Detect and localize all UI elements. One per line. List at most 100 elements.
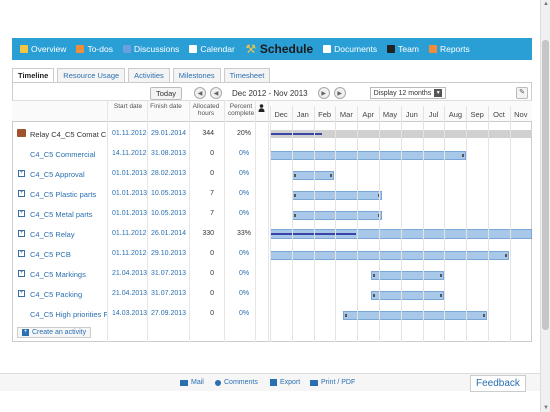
table-row[interactable]: + C4_C5 Plastic parts 01.01.2013 10.05.2013… bbox=[12, 184, 532, 204]
nav-item-team[interactable]: Team bbox=[387, 44, 419, 54]
export-link[interactable]: Export bbox=[270, 379, 300, 386]
task-bar[interactable] bbox=[370, 271, 444, 280]
table-row[interactable]: + C4_C5 PCB 01.11.2012 29.10.2013 0 0% bbox=[12, 244, 532, 264]
print-pdf-link[interactable]: Print / PDF bbox=[310, 379, 355, 386]
table-row[interactable]: C4_C5 Commercial 14.11.2012 31.08.2013 0 0% bbox=[12, 144, 532, 164]
next-range-button[interactable]: ▶ bbox=[333, 87, 346, 99]
settings-tool-icon[interactable]: ✎ bbox=[516, 87, 528, 99]
prev-month-button[interactable]: ◀ bbox=[210, 87, 223, 99]
start-date-header[interactable]: Start date bbox=[113, 103, 143, 110]
scroll-up-icon[interactable]: ▲ bbox=[543, 1, 549, 7]
table-row[interactable]: + C4_C5 Metal parts 01.01.2013 10.05.2013 7 0… bbox=[12, 204, 532, 224]
tab-timeline[interactable]: Timeline bbox=[12, 68, 55, 82]
next-month-button[interactable]: ▶ bbox=[317, 87, 330, 99]
documents-icon bbox=[323, 45, 332, 53]
expand-icon[interactable]: + bbox=[18, 230, 25, 237]
task-bar[interactable] bbox=[292, 211, 383, 220]
bar-start-marker bbox=[345, 314, 348, 317]
scrollbar-thumb[interactable] bbox=[542, 40, 549, 330]
activity-name[interactable]: C4_C5 Relay bbox=[30, 230, 75, 239]
month-label: Nov bbox=[514, 110, 528, 119]
bar-start-marker bbox=[294, 174, 297, 177]
activity-name[interactable]: C4_C5 High priorities F bbox=[30, 310, 108, 319]
reports-icon bbox=[428, 45, 437, 53]
finish-date-cell: 31.07.2013 bbox=[151, 270, 187, 277]
finish-date-cell: 26.01.2014 bbox=[151, 230, 187, 237]
month-label: Jun bbox=[405, 110, 418, 119]
table-row[interactable]: Relay C4_C5 Comat C 01.11.2012 29.01.2014 3… bbox=[12, 124, 532, 144]
table-row[interactable]: C4_C5 High priorities F 14.03.2013 27.09.2… bbox=[12, 304, 532, 324]
nav-item-overview[interactable]: Overview bbox=[20, 44, 66, 54]
finish-date-cell: 31.07.2013 bbox=[151, 290, 187, 297]
date-range-label: Dec 2012 - Nov 2013 bbox=[232, 88, 308, 98]
activity-name[interactable]: C4_C5 Markings bbox=[30, 270, 86, 279]
percent-complete-header[interactable]: Percent complete bbox=[227, 103, 255, 117]
expand-icon[interactable]: + bbox=[18, 290, 25, 297]
column-divider bbox=[147, 100, 148, 342]
vertical-scrollbar[interactable]: ▲ ▼ bbox=[540, 0, 550, 412]
scroll-down-icon[interactable]: ▼ bbox=[543, 405, 549, 411]
month-label: Mar bbox=[339, 110, 353, 119]
tab-milestones[interactable]: Milestones bbox=[172, 68, 221, 82]
chevron-down-icon: ▼ bbox=[434, 89, 443, 97]
finish-date-header[interactable]: Finish date bbox=[150, 103, 182, 110]
mail-link[interactable]: Mail bbox=[180, 379, 204, 386]
nav-item-label: Calendar bbox=[200, 44, 235, 54]
display-months-value: Display 12 months bbox=[373, 89, 432, 97]
month-label: Dec bbox=[274, 110, 288, 119]
tab-activities[interactable]: Activities bbox=[128, 68, 170, 82]
activity-name[interactable]: Relay C4_C5 Comat C bbox=[30, 130, 107, 139]
task-bar[interactable] bbox=[270, 151, 467, 160]
discussions-icon bbox=[122, 45, 131, 53]
month-gridline bbox=[466, 106, 468, 342]
activity-name[interactable]: C4_C5 Packing bbox=[30, 290, 83, 299]
column-divider bbox=[268, 100, 269, 342]
percent-complete-cell: 0% bbox=[238, 290, 250, 297]
nav-item-to-dos[interactable]: To-dos bbox=[76, 44, 113, 54]
bar-start-marker bbox=[372, 294, 375, 297]
task-bar[interactable] bbox=[292, 191, 383, 200]
nav-item-schedule[interactable]: ⚒ Schedule bbox=[245, 42, 313, 56]
bar-end-marker bbox=[483, 314, 486, 317]
create-activity-button[interactable]: + Create an activity bbox=[17, 327, 92, 338]
table-row[interactable]: + C4_C5 Relay 01.11.2012 26.01.2014 330 33% bbox=[12, 224, 532, 244]
nav-item-reports[interactable]: Reports bbox=[428, 44, 470, 54]
table-row[interactable]: + C4_C5 Approval 01.01.2013 28.02.2013 0 0% bbox=[12, 164, 532, 184]
activity-name[interactable]: C4_C5 Approval bbox=[30, 170, 85, 179]
allocated-hours-cell: 0 bbox=[210, 170, 214, 177]
expand-icon[interactable]: + bbox=[18, 210, 25, 217]
tab-resource-usage[interactable]: Resource Usage bbox=[57, 68, 126, 82]
nav-item-calendar[interactable]: Calendar bbox=[189, 44, 235, 54]
display-months-select[interactable]: Display 12 months ▼ bbox=[369, 87, 447, 99]
month-gridline bbox=[357, 106, 359, 342]
activity-name[interactable]: C4_C5 Metal parts bbox=[30, 210, 93, 219]
expand-icon[interactable]: + bbox=[18, 190, 25, 197]
table-row[interactable]: + C4_C5 Markings 21.04.2013 31.07.2013 0 0% bbox=[12, 264, 532, 284]
expand-icon[interactable]: + bbox=[18, 170, 25, 177]
task-bar[interactable] bbox=[270, 251, 510, 260]
nav-item-discussions[interactable]: Discussions bbox=[122, 44, 179, 54]
month-label: Oct bbox=[493, 110, 505, 119]
activity-name[interactable]: C4_C5 Plastic parts bbox=[30, 190, 97, 199]
bar-start-marker bbox=[294, 194, 297, 197]
today-button[interactable]: Today bbox=[150, 86, 183, 100]
activity-name[interactable]: C4_C5 Commercial bbox=[30, 150, 96, 159]
expand-icon[interactable]: + bbox=[18, 250, 25, 257]
folder-icon bbox=[17, 129, 26, 137]
bar-end-marker bbox=[462, 154, 465, 157]
table-row[interactable]: + C4_C5 Packing 21.04.2013 31.07.2013 0 0% bbox=[12, 284, 532, 304]
prev-range-button[interactable]: ◀ bbox=[194, 87, 207, 99]
activity-name[interactable]: C4_C5 PCB bbox=[30, 250, 71, 259]
nav-item-documents[interactable]: Documents bbox=[323, 44, 377, 54]
finish-date-cell: 28.02.2013 bbox=[151, 170, 187, 177]
nav-item-label: Team bbox=[398, 44, 419, 54]
feedback-button[interactable]: Feedback bbox=[470, 375, 526, 392]
expand-icon[interactable]: + bbox=[18, 270, 25, 277]
timeline-toolbar: Today ◀ ◀ Dec 2012 - Nov 2013 ▶ ▶ Displa… bbox=[150, 86, 447, 100]
comments-link[interactable]: Comments bbox=[215, 379, 258, 386]
task-bar[interactable] bbox=[343, 311, 488, 320]
month-label: Jul bbox=[428, 110, 439, 119]
task-bar[interactable] bbox=[370, 291, 444, 300]
allocated-hours-header[interactable]: Allocated hours bbox=[192, 103, 220, 117]
tab-timesheet[interactable]: Timesheet bbox=[223, 68, 271, 82]
